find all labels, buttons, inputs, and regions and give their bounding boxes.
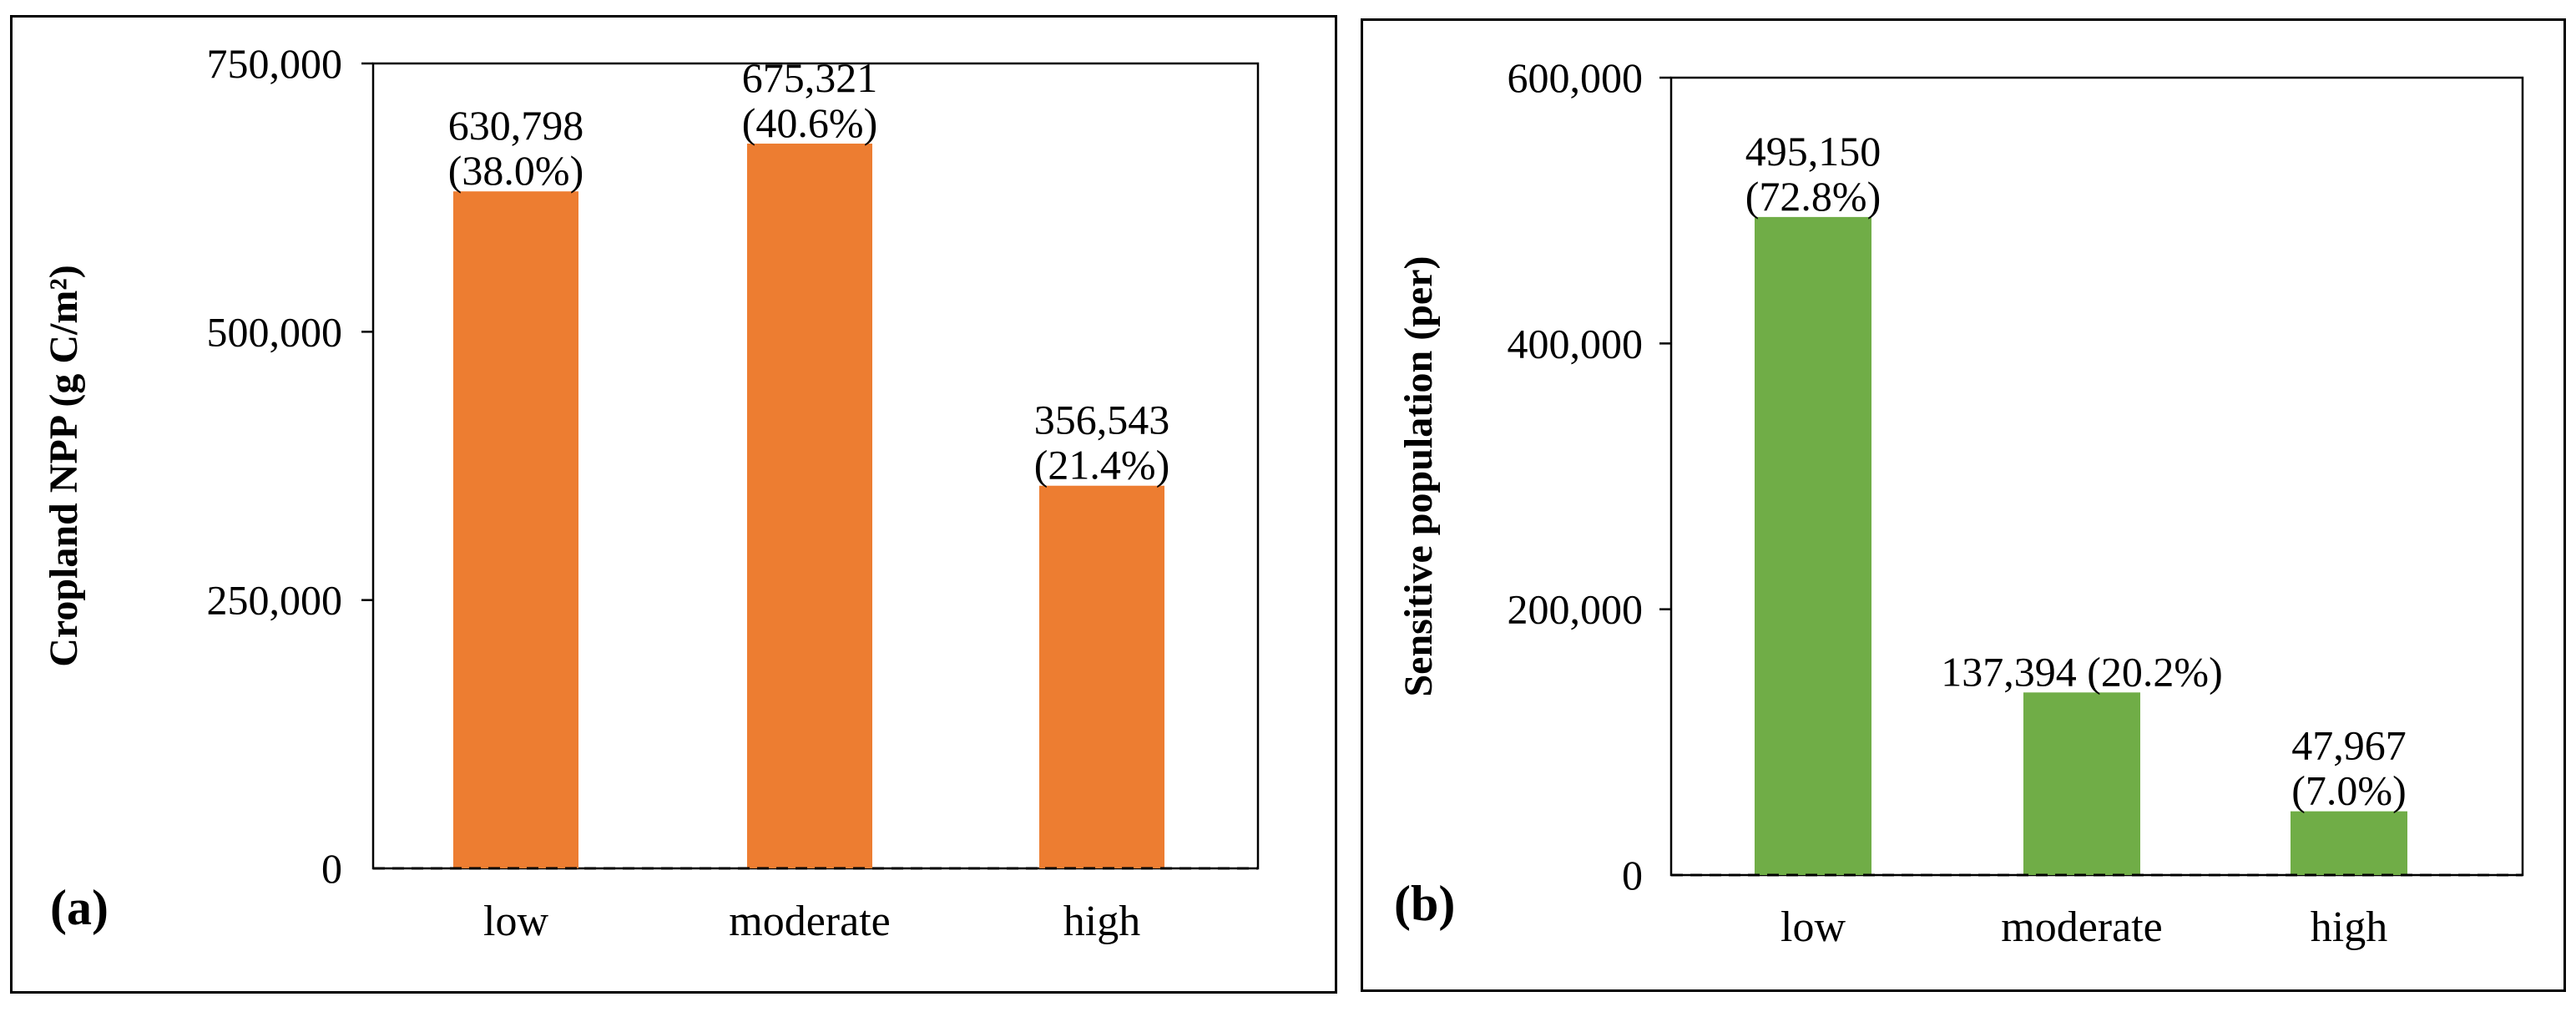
data-label-a: 675,321 xyxy=(742,54,878,101)
y-tick-label-b: 200,000 xyxy=(1508,586,1644,633)
data-label-b: 137,394 (20.2%) xyxy=(1941,648,2222,695)
bar-a-moderate xyxy=(747,143,872,868)
y-tick-label-b: 600,000 xyxy=(1508,54,1644,101)
bar-b-moderate xyxy=(2023,692,2140,875)
data-label-b: 495,150 xyxy=(1745,128,1881,175)
data-label-b: (72.8%) xyxy=(1745,173,1881,220)
data-label-a: 630,798 xyxy=(448,102,584,149)
y-tick-label-a: 250,000 xyxy=(207,577,343,624)
y-axis-title-b: Sensitive population (per) xyxy=(1397,256,1441,696)
y-tick-label-b: 0 xyxy=(1622,852,1643,898)
bar-b-low xyxy=(1755,216,1871,876)
bar-b-high xyxy=(2291,811,2407,875)
data-label-a: (38.0%) xyxy=(448,147,583,194)
panel-label-a: (a) xyxy=(50,880,109,935)
y-tick-label-a: 750,000 xyxy=(207,40,343,87)
data-label-a: (21.4%) xyxy=(1034,442,1169,488)
y-axis-title-a: Cropland NPP (g C/m²) xyxy=(42,265,86,667)
x-category-label-b: high xyxy=(2311,903,2387,951)
data-label-b: 47,967 xyxy=(2291,722,2407,769)
bar-a-high xyxy=(1039,485,1164,868)
data-label-b: (7.0%) xyxy=(2291,767,2406,814)
x-category-label-b: low xyxy=(1780,903,1846,951)
x-category-label-a: low xyxy=(483,898,548,945)
x-category-label-a: moderate xyxy=(729,898,890,945)
y-tick-label-b: 400,000 xyxy=(1508,320,1644,367)
y-tick-label-a: 500,000 xyxy=(207,308,343,355)
data-label-a: (40.6%) xyxy=(742,99,877,146)
data-label-a: 356,543 xyxy=(1034,397,1170,443)
x-category-label-a: high xyxy=(1063,898,1140,945)
panel-label-b: (b) xyxy=(1394,876,1455,931)
y-tick-label-a: 0 xyxy=(321,845,342,892)
x-category-label-b: moderate xyxy=(2001,903,2162,951)
bar-a-low xyxy=(453,191,578,869)
